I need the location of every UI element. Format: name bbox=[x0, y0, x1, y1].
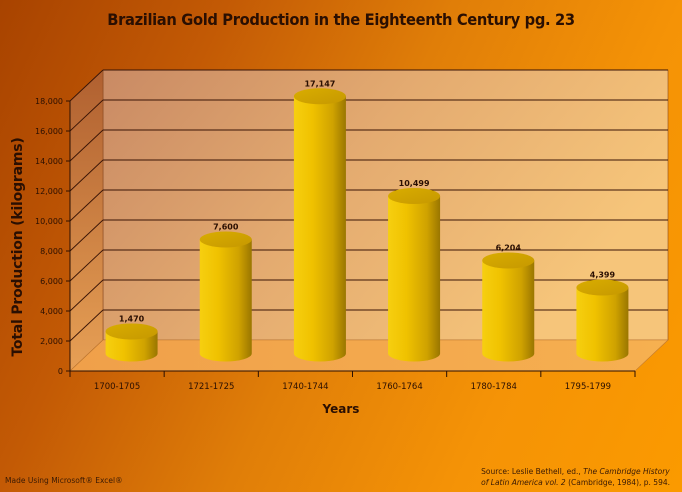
x-tick-label: 1700-1705 bbox=[94, 382, 140, 392]
gridline-side bbox=[69, 249, 104, 282]
x-tick-label: 1780-1784 bbox=[471, 382, 517, 392]
bar-top bbox=[388, 188, 441, 205]
y-tick-label: 8,000 bbox=[40, 247, 63, 256]
source-prefix: Source: Leslie Bethell, ed., bbox=[481, 467, 584, 476]
data-label: 17,147 bbox=[304, 79, 335, 88]
bar-top bbox=[576, 279, 629, 296]
y-tick-label: 4,000 bbox=[40, 307, 63, 316]
gridline-side bbox=[69, 189, 104, 222]
bar-cylinder bbox=[388, 188, 441, 362]
gridline-side bbox=[69, 99, 104, 132]
y-tick-label: 18,000 bbox=[35, 97, 63, 106]
data-label: 7,600 bbox=[213, 223, 239, 232]
bars bbox=[105, 88, 629, 362]
y-axis-title: Total Production (kilograms) bbox=[10, 137, 26, 357]
bar-top bbox=[105, 323, 158, 340]
gridline-side bbox=[69, 279, 104, 312]
gridlines bbox=[69, 69, 668, 342]
y-tick-label: 0 bbox=[58, 367, 63, 376]
data-label: 10,499 bbox=[399, 179, 430, 188]
bar-body bbox=[388, 196, 441, 362]
data-label: 1,470 bbox=[119, 314, 145, 323]
bar-body bbox=[199, 239, 252, 362]
bar-body bbox=[293, 96, 346, 362]
source-title-1: The Cambridge History bbox=[583, 467, 670, 476]
gridline-side bbox=[69, 69, 104, 102]
bar-cylinder bbox=[199, 231, 252, 362]
x-tick-label: 1740-1744 bbox=[282, 382, 328, 392]
y-tick-label: 6,000 bbox=[40, 277, 63, 286]
gridline-side bbox=[69, 309, 104, 342]
bar-cylinder bbox=[293, 88, 346, 362]
y-tick-label: 16,000 bbox=[35, 127, 63, 136]
x-axis-title: Years bbox=[322, 402, 360, 416]
x-tick-label: 1721-1725 bbox=[188, 382, 234, 392]
bar-top bbox=[482, 252, 535, 269]
source-title-2: of Latin America vol. 2 bbox=[481, 478, 566, 487]
y-tick-label: 14,000 bbox=[35, 157, 63, 166]
gridline-side bbox=[69, 159, 104, 192]
bar-top bbox=[199, 231, 252, 248]
bar-body bbox=[105, 331, 158, 362]
bar-body bbox=[576, 287, 629, 362]
gridline-side bbox=[69, 129, 104, 162]
x-tick-label: 1795-1799 bbox=[565, 382, 611, 392]
chart-title: Brazilian Gold Production in the Eightee… bbox=[107, 10, 575, 29]
bar-cylinder bbox=[482, 252, 535, 362]
bar-top bbox=[293, 88, 346, 105]
data-label: 4,399 bbox=[590, 271, 616, 280]
gridline-side bbox=[69, 219, 104, 252]
made-with-note: Made Using Microsoft® Excel® bbox=[5, 476, 123, 485]
bar-body bbox=[482, 260, 535, 362]
x-tick-label: 1760-1764 bbox=[376, 382, 422, 392]
bar-cylinder bbox=[576, 279, 629, 362]
y-tick-label: 10,000 bbox=[35, 217, 63, 226]
source-note: Source: Leslie Bethell, ed., The Cambrid… bbox=[481, 466, 670, 488]
axes: 0 2,000 4,000 6,000 8,000 10,000 12,000 14,000 1… bbox=[35, 97, 636, 392]
y-tick-label: 12,000 bbox=[35, 187, 63, 196]
data-label: 6,204 bbox=[496, 243, 522, 252]
bar-cylinder bbox=[105, 323, 158, 362]
source-suffix: (Cambridge, 1984), p. 594. bbox=[565, 478, 670, 487]
labels: 1,470 7,600 17,147 10,499 6,204 4,399 bbox=[119, 79, 616, 323]
y-tick-label: 2,000 bbox=[40, 337, 63, 346]
